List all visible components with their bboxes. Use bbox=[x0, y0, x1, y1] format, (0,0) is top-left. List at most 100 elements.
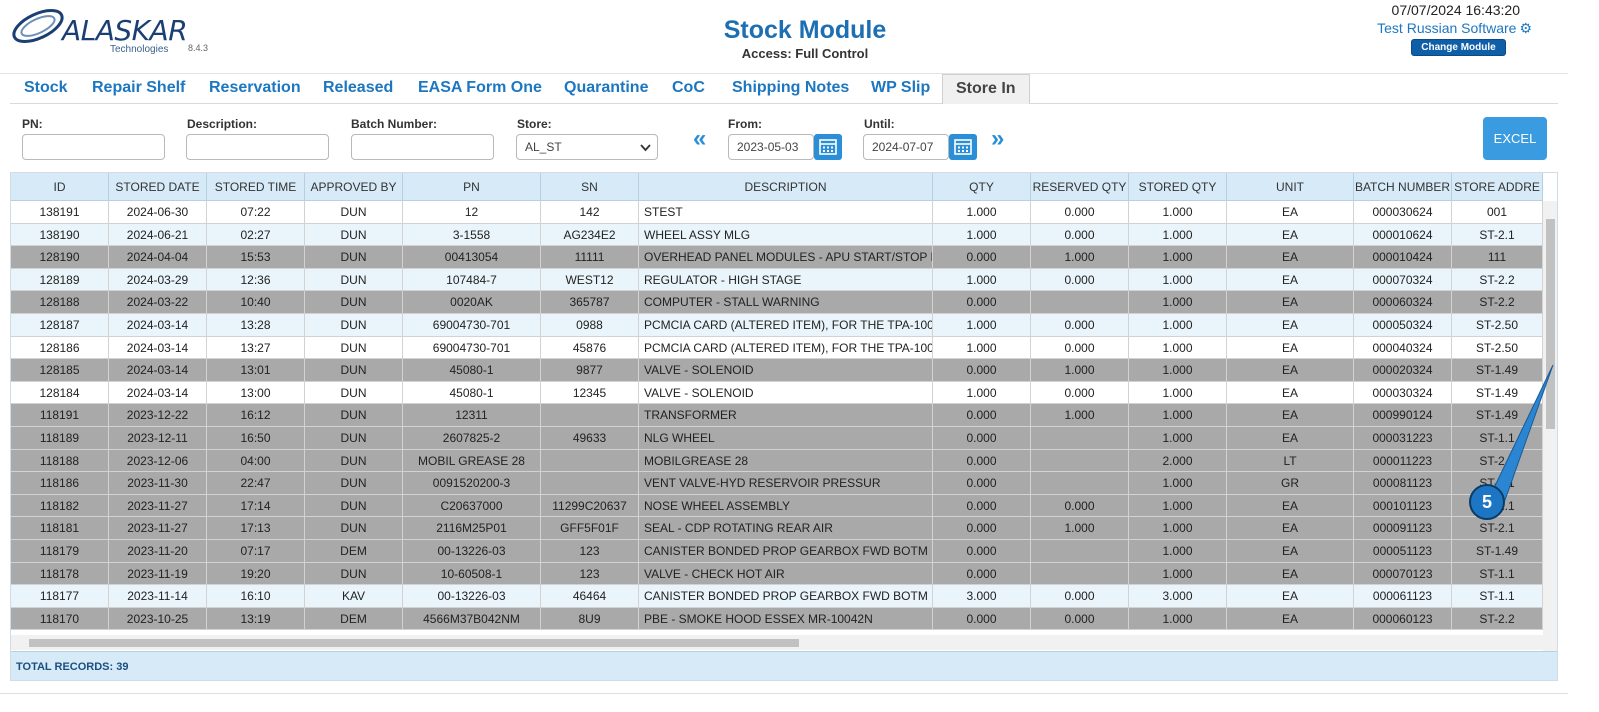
next-period-button[interactable]: » bbox=[991, 125, 1005, 152]
cell-stored-time: 22:47 bbox=[207, 472, 305, 495]
column-header-stored-qty[interactable]: STORED QTY bbox=[1129, 173, 1227, 201]
cell-batch-number: 000030324 bbox=[1354, 381, 1452, 405]
table-row[interactable]: 138191 2024-06-30 07:22 DUN 12 142 STEST 1.000 0… bbox=[11, 201, 1543, 224]
until-date-input[interactable]: 2024-07-07 bbox=[863, 134, 949, 160]
pn-label: PN: bbox=[22, 117, 43, 131]
table-row[interactable]: 118170 2023-10-25 13:19 DEM 4566M37B042NM 8U9… bbox=[11, 607, 1543, 631]
from-calendar-button[interactable] bbox=[814, 134, 842, 160]
cell-stored-qty: 1.000 bbox=[1129, 246, 1227, 269]
cell-stored-time: 16:10 bbox=[207, 585, 305, 608]
column-header-qty[interactable]: QTY bbox=[933, 173, 1031, 201]
cell-batch-number: 000101123 bbox=[1354, 494, 1452, 518]
table-row[interactable]: 118177 2023-11-14 16:10 KAV 00-13226-03 46464… bbox=[11, 585, 1543, 608]
table-row[interactable]: 138190 2024-06-21 02:27 DUN 3-1558 AG234E2 WHE… bbox=[11, 223, 1543, 247]
pn-input[interactable] bbox=[22, 134, 165, 160]
cell-approved-by: DUN bbox=[305, 562, 403, 586]
description-input[interactable] bbox=[186, 134, 329, 160]
batch-number-label: Batch Number: bbox=[351, 117, 438, 131]
tab-coc[interactable]: CoC bbox=[672, 79, 705, 96]
table-row[interactable]: 128184 2024-03-14 13:00 DUN 45080-1 12345 VALV… bbox=[11, 381, 1543, 405]
table-row[interactable]: 118178 2023-11-19 19:20 DUN 10-60508-1 123 VAL… bbox=[11, 562, 1543, 586]
cell-stored-date: 2024-06-21 bbox=[109, 223, 207, 247]
user-settings-link[interactable]: Test Russian Software ⚙ bbox=[1377, 20, 1532, 37]
cell-sn: 45876 bbox=[541, 336, 639, 360]
table-header: ID STORED DATE STORED TIME APPROVED BY PN SN D… bbox=[11, 173, 1543, 201]
cell-id: 138190 bbox=[11, 223, 109, 247]
cell-id: 118170 bbox=[11, 607, 109, 631]
cell-description: MOBILGREASE 28 bbox=[639, 449, 933, 473]
column-header-unit[interactable]: UNIT bbox=[1227, 173, 1354, 201]
alaskar-logo[interactable]: ALASKAR Technologies 8.4.3 bbox=[10, 4, 225, 64]
cell-batch-number: 000030624 bbox=[1354, 201, 1452, 224]
column-header-approved-by[interactable]: APPROVED BY bbox=[305, 173, 403, 201]
previous-period-button[interactable]: « bbox=[693, 125, 707, 152]
table-row[interactable]: 118181 2023-11-27 17:13 DUN 2116M25P01 GFF5F0… bbox=[11, 517, 1543, 540]
table-row[interactable]: 128187 2024-03-14 13:28 DUN 69004730-701 0988… bbox=[11, 314, 1543, 337]
table-row[interactable]: 128188 2024-03-22 10:40 DUN 0020AK 365787 COMP… bbox=[11, 291, 1543, 314]
table-row[interactable]: 128185 2024-03-14 13:01 DUN 45080-1 9877 VALVE… bbox=[11, 359, 1543, 382]
cell-store-address: ST-1.1 bbox=[1452, 585, 1543, 608]
column-header-description[interactable]: DESCRIPTION bbox=[639, 173, 933, 201]
tab-wp-slip[interactable]: WP Slip bbox=[871, 79, 931, 96]
cell-sn: GFF5F01F bbox=[541, 517, 639, 540]
horizontal-scrollbar[interactable] bbox=[11, 635, 1543, 650]
table-row[interactable]: 118179 2023-11-20 07:17 DEM 00-13226-03 123 CA… bbox=[11, 540, 1543, 563]
tab-released[interactable]: Released bbox=[323, 79, 394, 96]
vertical-scroll-thumb[interactable] bbox=[1546, 219, 1555, 429]
cell-batch-number: 000091123 bbox=[1354, 517, 1452, 540]
column-header-stored-time[interactable]: STORED TIME bbox=[207, 173, 305, 201]
cell-approved-by: DUN bbox=[305, 246, 403, 269]
column-header-reserved-qty[interactable]: RESERVED QTY bbox=[1031, 173, 1129, 201]
table-row[interactable]: 128189 2024-03-29 12:36 DUN 107484-7 WEST12 RE… bbox=[11, 268, 1543, 292]
table-row[interactable]: 118189 2023-12-11 16:50 DUN 2607825-2 49633 NL… bbox=[11, 427, 1543, 450]
tab-stock[interactable]: Stock bbox=[24, 79, 68, 96]
change-module-button[interactable]: Change Module bbox=[1411, 39, 1506, 56]
column-header-batch-number[interactable]: BATCH NUMBER bbox=[1354, 173, 1452, 201]
table-row[interactable]: 118188 2023-12-06 04:00 DUN MOBIL GREASE 28 M… bbox=[11, 449, 1543, 473]
tab-shipping-notes[interactable]: Shipping Notes bbox=[732, 79, 850, 96]
cell-approved-by: DUN bbox=[305, 314, 403, 337]
cell-description: PBE - SMOKE HOOD ESSEX MR-10042N bbox=[639, 607, 933, 631]
cell-pn: 12 bbox=[403, 201, 541, 224]
column-header-pn[interactable]: PN bbox=[403, 173, 541, 201]
cell-id: 118177 bbox=[11, 585, 109, 608]
chevron-down-icon bbox=[640, 144, 651, 152]
cell-sn: 142 bbox=[541, 201, 639, 224]
cell-qty: 1.000 bbox=[933, 314, 1031, 337]
table-row[interactable]: 118182 2023-11-27 17:14 DUN C20637000 11299C2… bbox=[11, 494, 1543, 518]
column-header-store-address[interactable]: STORE ADDRE bbox=[1452, 173, 1543, 201]
table-body: 138191 2024-06-30 07:22 DUN 12 142 STEST 1.000 0… bbox=[11, 201, 1543, 633]
table-row[interactable]: 118186 2023-11-30 22:47 DUN 0091520200-3 VENT… bbox=[11, 472, 1543, 495]
table-row[interactable]: 128186 2024-03-14 13:27 DUN 69004730-701 4587… bbox=[11, 336, 1543, 360]
tab-reservation[interactable]: Reservation bbox=[209, 79, 301, 96]
batch-number-input[interactable] bbox=[351, 134, 494, 160]
tab-easa-form-one[interactable]: EASA Form One bbox=[418, 79, 542, 96]
tab-store-in[interactable]: Store In bbox=[942, 74, 1030, 104]
store-select[interactable]: AL_ST bbox=[516, 134, 658, 160]
table-row[interactable]: 128190 2024-04-04 15:53 DUN 00413054 11111 OVE… bbox=[11, 246, 1543, 269]
column-header-stored-date[interactable]: STORED DATE bbox=[109, 173, 207, 201]
excel-export-button[interactable]: EXCEL bbox=[1483, 117, 1547, 160]
gear-icon[interactable]: ⚙ bbox=[1519, 20, 1532, 36]
table-row[interactable]: 118191 2023-12-22 16:12 DUN 12311 TRANSFORMER… bbox=[11, 404, 1543, 427]
cell-unit: EA bbox=[1227, 291, 1354, 314]
cell-unit: EA bbox=[1227, 607, 1354, 631]
cell-unit: EA bbox=[1227, 427, 1354, 450]
cell-batch-number: 000060324 bbox=[1354, 291, 1452, 314]
cell-stored-time: 13:19 bbox=[207, 607, 305, 631]
vertical-scrollbar[interactable] bbox=[1543, 201, 1557, 651]
cell-batch-number: 000040324 bbox=[1354, 336, 1452, 360]
cell-reserved-qty bbox=[1031, 472, 1129, 495]
horizontal-scroll-thumb[interactable] bbox=[29, 639, 799, 647]
cell-sn: 365787 bbox=[541, 291, 639, 314]
cell-store-address: ST-1.49 bbox=[1452, 540, 1543, 563]
from-date-input[interactable]: 2023-05-03 bbox=[728, 134, 814, 160]
until-calendar-button[interactable] bbox=[949, 134, 977, 160]
cell-sn bbox=[541, 404, 639, 427]
tab-repair-shelf[interactable]: Repair Shelf bbox=[92, 79, 186, 96]
column-header-sn[interactable]: SN bbox=[541, 173, 639, 201]
column-header-id[interactable]: ID bbox=[11, 173, 109, 201]
cell-qty: 0.000 bbox=[933, 449, 1031, 473]
tab-quarantine[interactable]: Quarantine bbox=[564, 79, 649, 96]
